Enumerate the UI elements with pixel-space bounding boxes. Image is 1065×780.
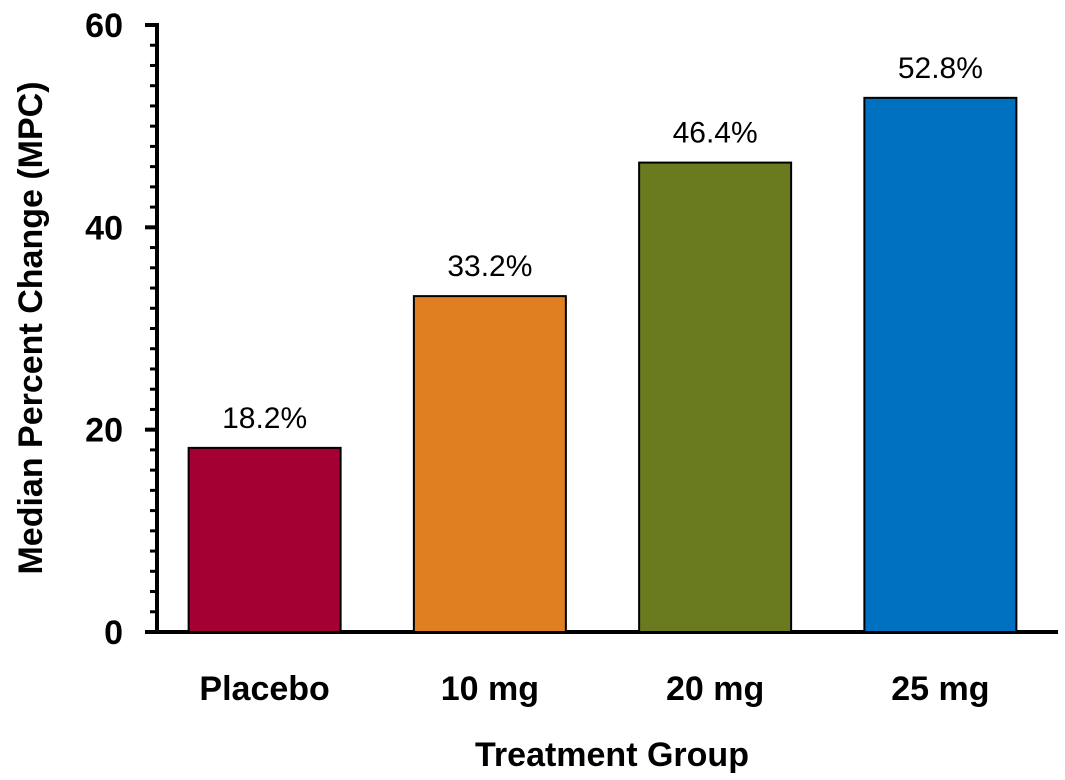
- labels: 0 20 40 60 18.2% Placebo 33.2% 10 mg 46.4% 20 mg 5…: [85, 7, 989, 708]
- data-label: 52.8%: [898, 52, 983, 85]
- x-tick-label: 20 mg: [666, 670, 764, 708]
- bar-10-mg: [412, 295, 567, 633]
- y-tick-label: 20: [85, 412, 123, 450]
- bars: [187, 96, 1018, 634]
- x-tick-label: 25 mg: [891, 670, 989, 708]
- y-axis-title: Median Percent Change (MPC): [12, 81, 50, 574]
- bar-20-mg: [638, 161, 793, 633]
- x-axis-title: Treatment Group: [475, 736, 749, 774]
- data-label: 33.2%: [447, 250, 532, 283]
- x-tick-label: Placebo: [199, 670, 329, 708]
- bar-placebo: [187, 446, 342, 634]
- y-tick-label: 0: [104, 614, 123, 652]
- y-tick-label: 60: [85, 7, 123, 45]
- y-tick-label: 40: [85, 209, 123, 247]
- bar-25-mg: [863, 96, 1018, 633]
- data-label: 46.4%: [673, 117, 758, 150]
- x-tick-label: 10 mg: [441, 670, 539, 708]
- data-label: 18.2%: [222, 402, 307, 435]
